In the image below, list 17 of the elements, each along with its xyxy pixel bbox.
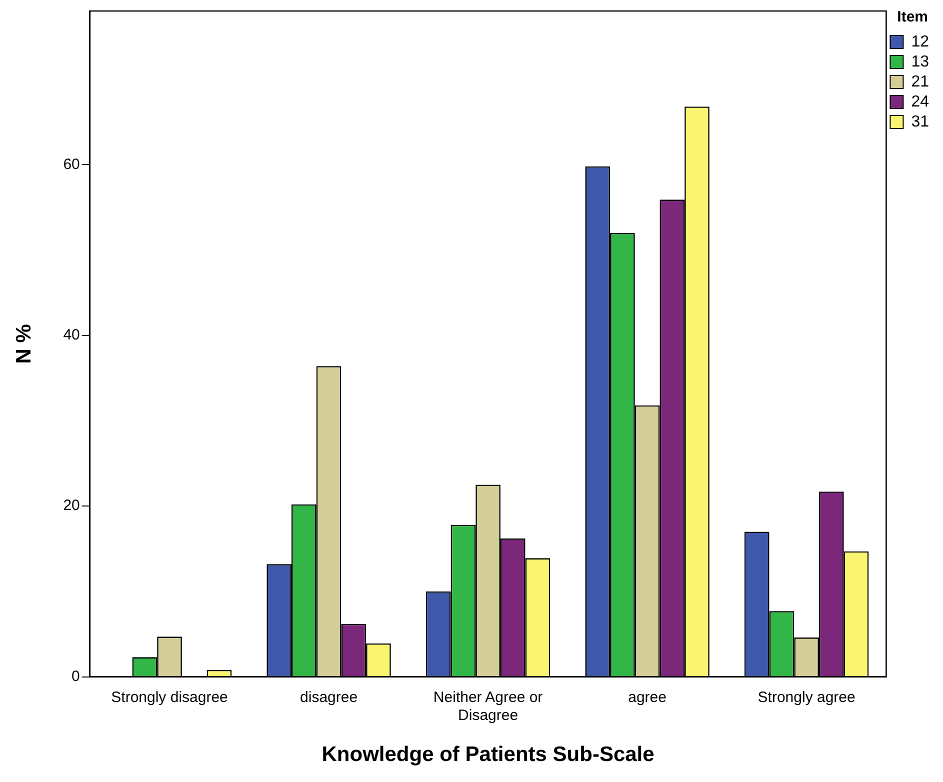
y-tick-label: 0 xyxy=(72,668,80,685)
legend-label: 21 xyxy=(911,73,930,90)
x-axis-title: Knowledge of Patients Sub-Scale xyxy=(322,743,654,766)
y-tick-label: 20 xyxy=(63,497,80,514)
x-tick-label: agree xyxy=(628,688,666,706)
legend-title: Item xyxy=(897,8,928,26)
legend-label: 24 xyxy=(911,93,930,110)
y-tick-label: 60 xyxy=(63,156,80,173)
y-axis-title: N % xyxy=(12,324,36,364)
legend-label: 13 xyxy=(911,53,930,70)
x-tick-label: Neither Agree or Disagree xyxy=(433,688,543,724)
x-tick-label: disagree xyxy=(300,688,358,706)
x-tick-label: Strongly agree xyxy=(758,688,856,706)
legend-label: 12 xyxy=(911,33,930,50)
x-tick-label: Strongly disagree xyxy=(111,688,228,706)
legend-label: 31 xyxy=(911,113,930,130)
y-tick-label: 40 xyxy=(63,326,80,344)
